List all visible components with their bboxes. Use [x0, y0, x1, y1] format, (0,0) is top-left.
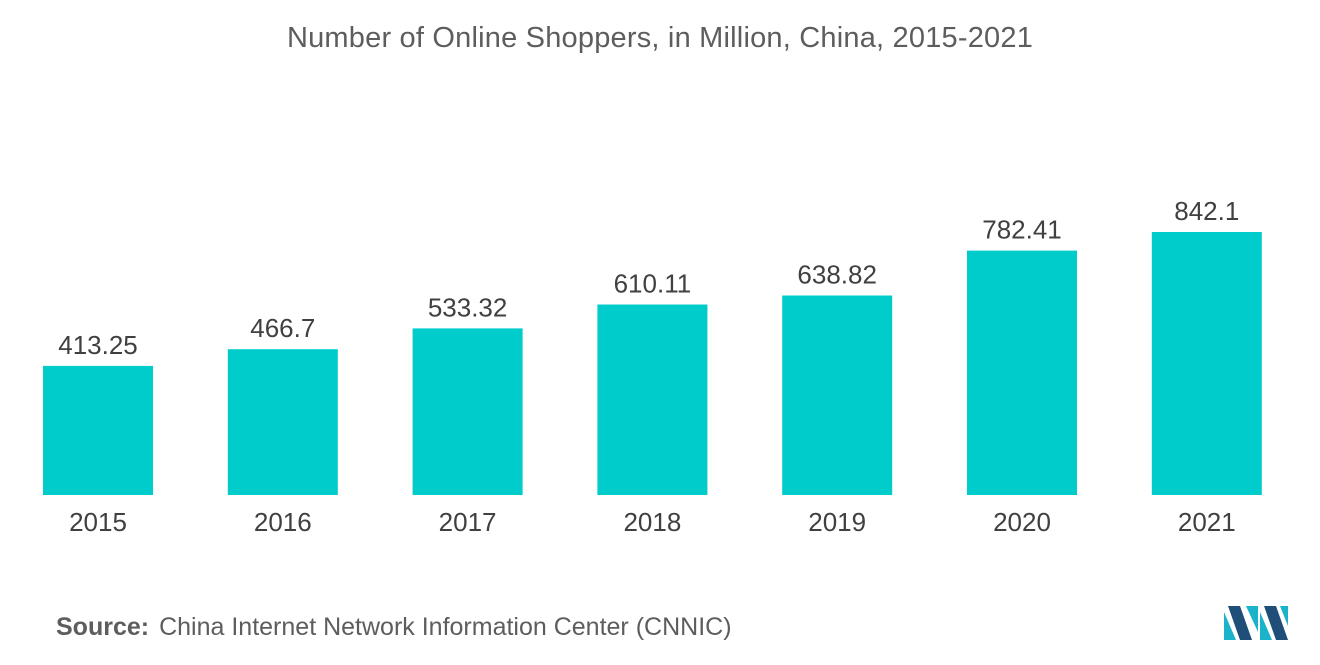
value-label-2019: 638.82: [797, 260, 877, 290]
source-text: China Internet Network Information Cente…: [159, 613, 732, 641]
bars-group: [43, 232, 1262, 495]
value-labels-group: 413.25 466.7 533.32 610.11 638.82 782.41 842.1: [58, 196, 1239, 360]
bar-2016: [227, 349, 338, 495]
bar-2015: [43, 365, 153, 495]
chart-title: Number of Online Shoppers, in Million, C…: [286, 22, 1034, 54]
source-label: Source:: [56, 613, 150, 641]
x-tick-label-2018: 2018: [623, 507, 681, 537]
x-tick-labels-group: 2015 2016 2017 2018 2019 2020 2021: [69, 507, 1236, 537]
value-label-2021: 842.1: [1174, 196, 1239, 226]
x-tick-label-2021: 2021: [1178, 507, 1236, 537]
mordor-intelligence-logo: [1224, 606, 1288, 640]
bar-2019: [782, 295, 893, 495]
bar-2017: [412, 328, 523, 495]
x-tick-label-2019: 2019: [808, 507, 866, 537]
x-tick-label-2015: 2015: [69, 507, 127, 537]
source-note: Source: China Internet Network Informatio…: [56, 613, 732, 642]
value-label-2015: 413.25: [58, 330, 138, 360]
value-label-2016: 466.7: [250, 313, 315, 343]
bar-2020: [967, 250, 1077, 495]
value-label-2017: 533.32: [428, 292, 508, 322]
value-label-2020: 782.41: [982, 215, 1062, 245]
value-label-2018: 610.11: [614, 269, 692, 299]
bar-chart: 413.25 466.7 533.32 610.11 638.82 782.41 842.1…: [43, 196, 1262, 537]
x-tick-label-2020: 2020: [993, 507, 1051, 537]
bar-2018: [597, 304, 708, 495]
x-tick-label-2016: 2016: [254, 507, 312, 537]
x-tick-label-2017: 2017: [439, 507, 497, 537]
bar-2021: [1151, 232, 1262, 495]
